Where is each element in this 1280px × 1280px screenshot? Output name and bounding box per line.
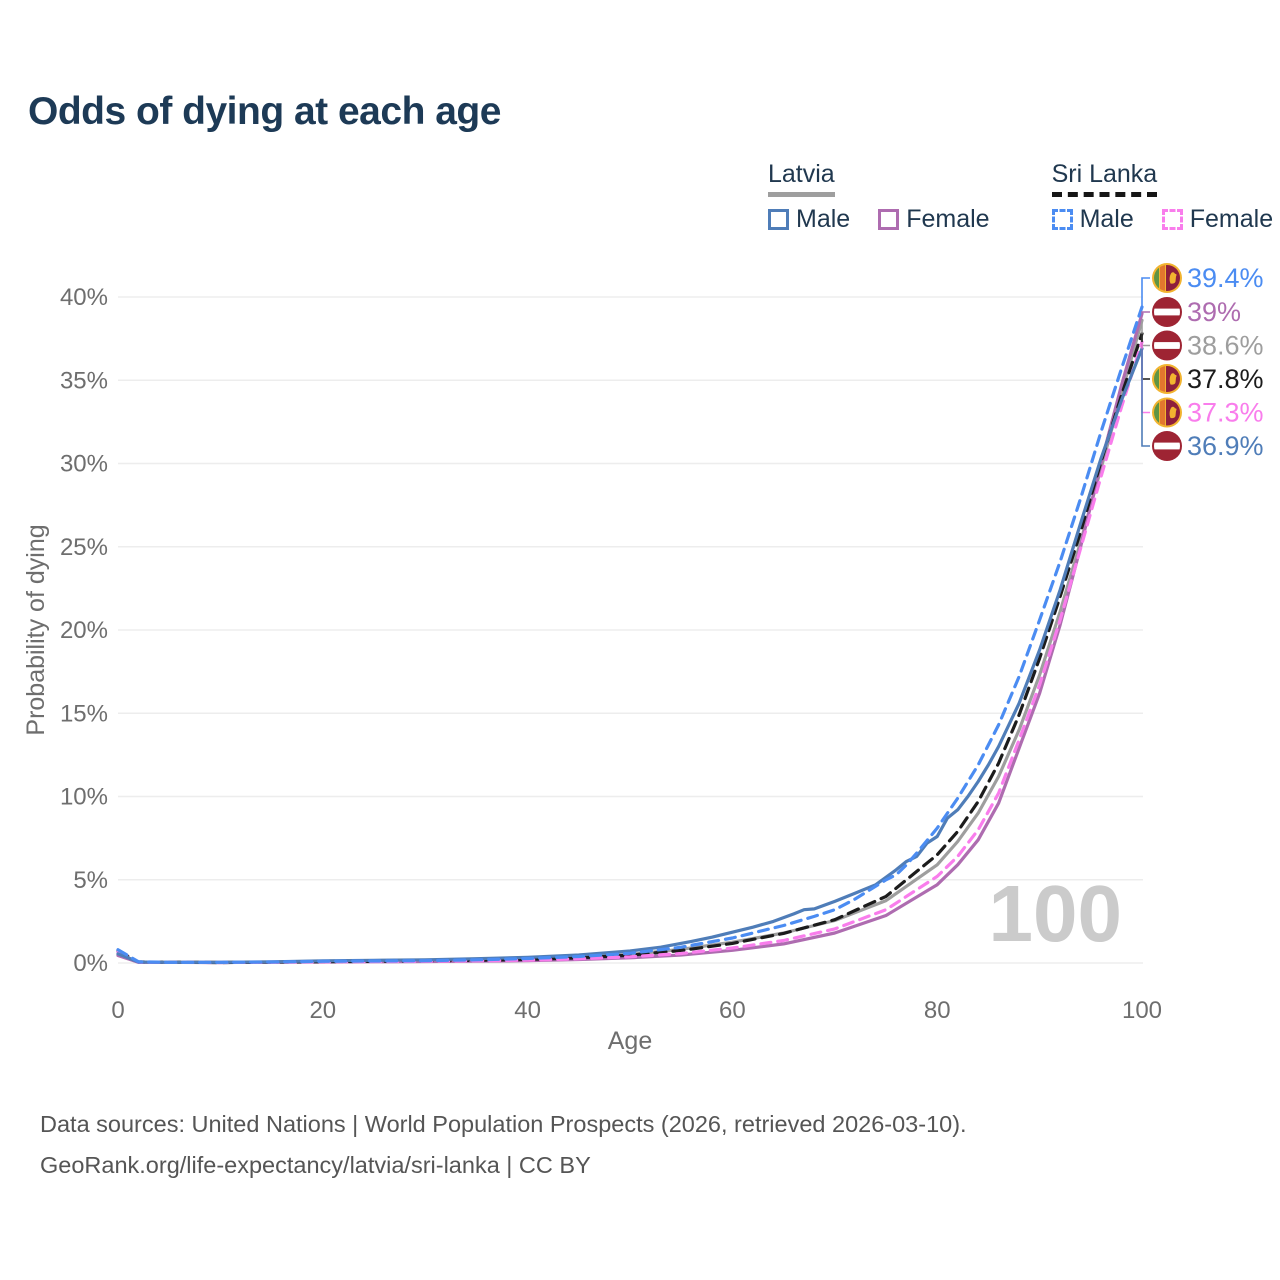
legend-sri-lanka-female-label: Female (1189, 205, 1274, 233)
flag-sri-lanka-icon (1152, 364, 1182, 394)
series-latvia-all (116, 318, 1144, 965)
end-label-sri-lanka-all: 37.8% (1141, 333, 1264, 394)
latvia-female-swatch-icon (878, 209, 900, 230)
end-label-latvia-all: 38.6% (1141, 320, 1264, 361)
sri-lanka-female-swatch-icon (1161, 209, 1183, 230)
y-tick-label: 30% (60, 451, 108, 478)
y-axis-title: Probability of dying (22, 524, 50, 735)
y-tick-label: 0% (73, 950, 108, 977)
end-label-value: 37.3% (1187, 398, 1264, 428)
legend-latvia-male-label: Male (796, 205, 851, 233)
legend-latvia-female[interactable]: Female (878, 205, 990, 234)
flag-latvia-icon (1152, 330, 1182, 361)
leader-line (1141, 311, 1150, 314)
page-title: Odds of dying at each age (28, 90, 501, 133)
legend-latvia-row: Male Female (768, 205, 990, 234)
end-label-latvia-male: 36.9% (1141, 348, 1264, 461)
x-tick-label: 40 (514, 997, 541, 1024)
y-tick-label: 40% (60, 284, 108, 311)
end-label-value: 38.6% (1187, 331, 1264, 361)
legend-group-sri-lanka: Sri Lanka Male Female (1051, 160, 1274, 234)
sri-lanka-male-swatch-icon (1051, 209, 1073, 230)
attribution-line: GeoRank.org/life-expectancy/latvia/sri-l… (40, 1152, 591, 1178)
y-tick-label: 5% (73, 867, 108, 894)
legend-latvia-title: Latvia (768, 160, 835, 197)
flag-sri-lanka-icon (1152, 397, 1182, 428)
latvia-male-swatch-icon (768, 209, 789, 230)
y-tick-label: 15% (60, 700, 108, 727)
leader-line (1141, 277, 1150, 307)
x-tick-label: 100 (1122, 997, 1162, 1024)
legend-sri-lanka-title: Sri Lanka (1051, 160, 1158, 197)
legend-latvia-male[interactable]: Male (768, 205, 850, 234)
flag-latvia-icon (1152, 431, 1182, 461)
end-label-latvia-female: 39% (1141, 297, 1241, 327)
x-tick-label: 80 (924, 997, 951, 1024)
end-label-value: 39.4% (1187, 263, 1264, 293)
end-label-value: 39% (1187, 297, 1241, 327)
series-sri-lanka-male (116, 305, 1144, 964)
data-sources-line: Data sources: United Nations | World Pop… (40, 1111, 967, 1137)
series-latvia-female (116, 312, 1144, 965)
leader-line (1141, 333, 1150, 380)
leader-line (1141, 342, 1150, 414)
y-tick-label: 25% (60, 534, 108, 561)
y-tick-label: 10% (60, 784, 108, 811)
flag-sri-lanka-icon (1152, 263, 1182, 293)
x-tick-label: 0 (111, 997, 124, 1024)
hover-age-watermark: 100 (989, 869, 1122, 958)
x-axis-title: Age (608, 1027, 652, 1055)
end-label-value: 36.9% (1187, 431, 1264, 461)
series-latvia-male (116, 347, 1144, 964)
leader-line (1141, 348, 1150, 447)
legend-sri-lanka-female[interactable]: Female (1161, 205, 1274, 234)
y-tick-label: 20% (60, 617, 108, 644)
chart-footer: Data sources: United Nations | World Pop… (40, 1104, 967, 1186)
y-tick-label: 35% (60, 367, 108, 394)
legend-sri-lanka-male[interactable]: Male (1051, 205, 1134, 234)
legend-sri-lanka-row: Male Female (1051, 205, 1274, 234)
chart-legend: Latvia Male Female Sri Lanka Male (768, 160, 1273, 234)
x-tick-label: 20 (309, 997, 336, 1024)
end-label-value: 37.8% (1187, 364, 1264, 394)
flag-latvia-icon (1152, 297, 1182, 327)
legend-latvia-female-label: Female (906, 205, 990, 233)
x-tick-label: 60 (719, 997, 746, 1024)
end-label-sri-lanka-male: 39.4% (1141, 263, 1264, 307)
end-label-sri-lanka-female: 37.3% (1141, 342, 1264, 428)
legend-group-latvia: Latvia Male Female (768, 160, 990, 234)
legend-sri-lanka-male-label: Male (1079, 205, 1134, 233)
